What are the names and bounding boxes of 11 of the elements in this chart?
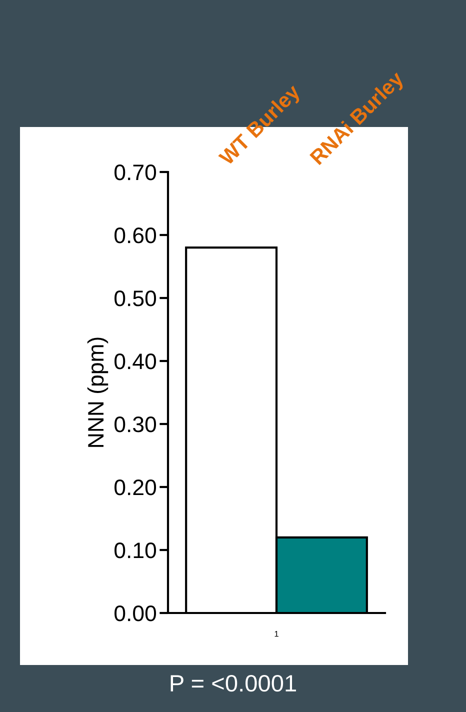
y-tick-label: 0.00 bbox=[114, 606, 156, 622]
y-axis-title: NNN (ppm) bbox=[87, 338, 108, 447]
y-tick-label: 0.30 bbox=[114, 416, 156, 432]
text: 1 bbox=[274, 630, 278, 637]
y-tick-label: 0.50 bbox=[114, 290, 156, 306]
y-tick-label: 0.10 bbox=[114, 542, 156, 558]
y-tick-label: 0.20 bbox=[114, 480, 156, 496]
y-tick-label: 0.70 bbox=[114, 164, 156, 180]
y-tick-label: 0.40 bbox=[114, 354, 156, 370]
y-tick-label: 0.60 bbox=[114, 228, 156, 244]
text: P = <0.0001 bbox=[170, 674, 296, 692]
